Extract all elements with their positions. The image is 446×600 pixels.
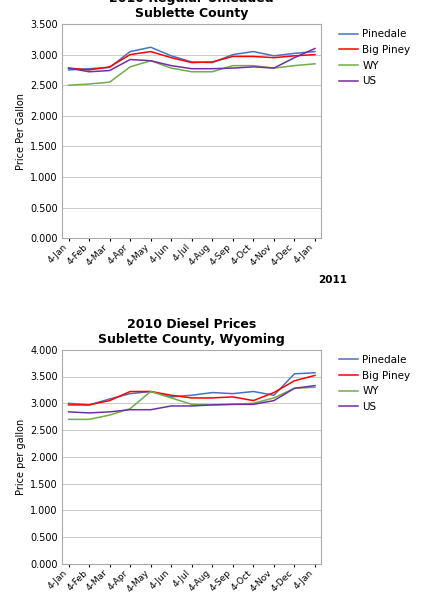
Legend: Pinedale, Big Piney, WY, US: Pinedale, Big Piney, WY, US xyxy=(339,29,410,86)
Text: 2011: 2011 xyxy=(318,275,347,285)
Title: 2010 Diesel Prices
Sublette County, Wyoming: 2010 Diesel Prices Sublette County, Wyom… xyxy=(99,318,285,346)
Legend: Pinedale, Big Piney, WY, US: Pinedale, Big Piney, WY, US xyxy=(339,355,410,412)
Y-axis label: Price Per Gallon: Price Per Gallon xyxy=(16,92,26,170)
Title: 2010 Regular Unleaded
Sublette County: 2010 Regular Unleaded Sublette County xyxy=(109,0,274,20)
Y-axis label: Price per gallon: Price per gallon xyxy=(16,419,26,495)
